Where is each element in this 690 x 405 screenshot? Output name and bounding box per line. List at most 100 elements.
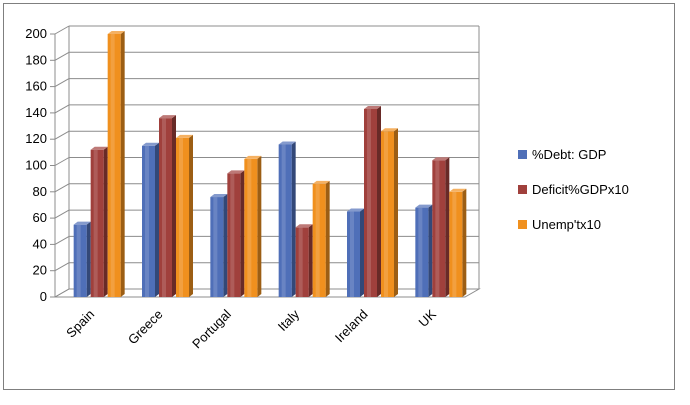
- bar-top: [73, 221, 91, 225]
- gridline-side: [54, 51, 70, 61]
- legend-item: %Debt: GDP: [518, 147, 606, 162]
- bar-highlight: [76, 224, 81, 297]
- legend-swatch: [518, 150, 527, 159]
- bar-highlight: [145, 145, 149, 297]
- legend-item: Unemp'tx10: [518, 217, 601, 232]
- x-tick-label: Portugal: [189, 306, 234, 351]
- bar-highlight: [298, 227, 303, 297]
- bar: [312, 180, 330, 297]
- legend: %Debt: GDP Deficit%GDPx10 Unemp'tx10: [518, 147, 629, 232]
- bar-side: [394, 128, 398, 297]
- bar-top: [176, 134, 193, 138]
- bar-top: [142, 142, 159, 146]
- bar-highlight: [418, 207, 423, 297]
- legend-label: %Debt: GDP: [532, 147, 606, 162]
- bar-highlight: [384, 131, 388, 297]
- x-tick-label: Italy: [275, 306, 303, 334]
- x-axis-ticks: Spain Greece Portugal Italy Ireland UK: [63, 306, 439, 351]
- bar-highlight: [179, 137, 183, 297]
- bar: [159, 115, 176, 297]
- bar: [432, 157, 450, 297]
- y-tick-label: 160: [25, 79, 47, 94]
- bar-highlight: [230, 173, 235, 297]
- bar-highlight: [367, 108, 371, 297]
- bar: [90, 146, 108, 297]
- bar-side: [172, 115, 176, 297]
- y-tick-label: 140: [25, 105, 47, 120]
- x-tick-label: Spain: [63, 307, 97, 341]
- gridline-side: [54, 235, 70, 245]
- bar: [227, 170, 245, 297]
- bar-top: [244, 155, 262, 159]
- bar: [295, 224, 313, 297]
- bar-top: [432, 157, 450, 161]
- gridline-side: [54, 130, 70, 140]
- bar-side: [428, 204, 433, 297]
- bar-highlight: [110, 34, 115, 297]
- y-tick-label: 100: [25, 158, 47, 173]
- bar-top: [107, 31, 125, 34]
- gridline-side: [54, 157, 70, 166]
- bar-highlight: [315, 183, 320, 297]
- bar: [73, 221, 91, 297]
- y-tick-label: 200: [25, 26, 47, 41]
- bar-side: [103, 146, 108, 297]
- bar: [142, 142, 159, 297]
- bar-side: [291, 141, 296, 297]
- bar-side: [462, 188, 467, 297]
- bar-top: [312, 180, 330, 184]
- y-tick-label: 40: [33, 236, 47, 251]
- legend-swatch: [518, 220, 527, 229]
- bar-side: [189, 134, 193, 297]
- gridline-side: [54, 25, 70, 35]
- bar-top: [415, 204, 433, 208]
- gridline-side: [54, 183, 70, 193]
- x-tick-label: Ireland: [332, 307, 371, 346]
- legend-item: Deficit%GDPx10: [518, 182, 629, 197]
- bar-side: [377, 105, 381, 297]
- bar-top: [210, 194, 228, 198]
- bar-highlight: [452, 191, 457, 297]
- bar-highlight: [162, 118, 166, 297]
- bar-top: [227, 170, 245, 174]
- y-axis-ticks: 0 20 40 60 80 100 120 140 160 180 200: [25, 26, 47, 304]
- bar-side: [120, 31, 125, 297]
- bar-top: [295, 224, 313, 228]
- bar-highlight: [350, 211, 354, 297]
- x-tick-label: UK: [416, 306, 440, 330]
- y-tick-label: 120: [25, 131, 47, 146]
- bar-side: [308, 224, 313, 297]
- bar-top: [347, 208, 364, 212]
- bar-side: [155, 142, 159, 297]
- bar-highlight: [247, 158, 252, 297]
- legend-label: Deficit%GDPx10: [532, 182, 629, 197]
- bar-highlight: [213, 197, 218, 297]
- legend-swatch: [518, 185, 527, 194]
- bars: [73, 31, 467, 297]
- gridlines: [50, 25, 479, 298]
- y-tick-label: 180: [25, 52, 47, 67]
- bar: [381, 128, 398, 297]
- bar-side: [223, 194, 228, 297]
- bar-top: [364, 105, 381, 109]
- bar-highlight: [281, 144, 286, 297]
- y-tick-label: 60: [33, 210, 47, 225]
- x-tick-label: Greece: [125, 307, 166, 348]
- gridline-side: [54, 78, 70, 88]
- bar-side: [257, 155, 262, 297]
- bar: [449, 188, 467, 297]
- bar-top: [449, 188, 467, 192]
- bar-side: [86, 221, 91, 297]
- bar: [347, 208, 364, 297]
- bar-side: [360, 208, 364, 297]
- bar: [244, 155, 262, 297]
- y-tick-label: 80: [33, 184, 47, 199]
- bar-side: [240, 170, 245, 297]
- bar-top: [159, 115, 176, 119]
- y-tick-label: 0: [40, 289, 47, 304]
- bar-highlight: [93, 149, 98, 297]
- bar: [415, 204, 433, 297]
- bar-top: [90, 146, 108, 150]
- y-tick-label: 20: [33, 263, 47, 278]
